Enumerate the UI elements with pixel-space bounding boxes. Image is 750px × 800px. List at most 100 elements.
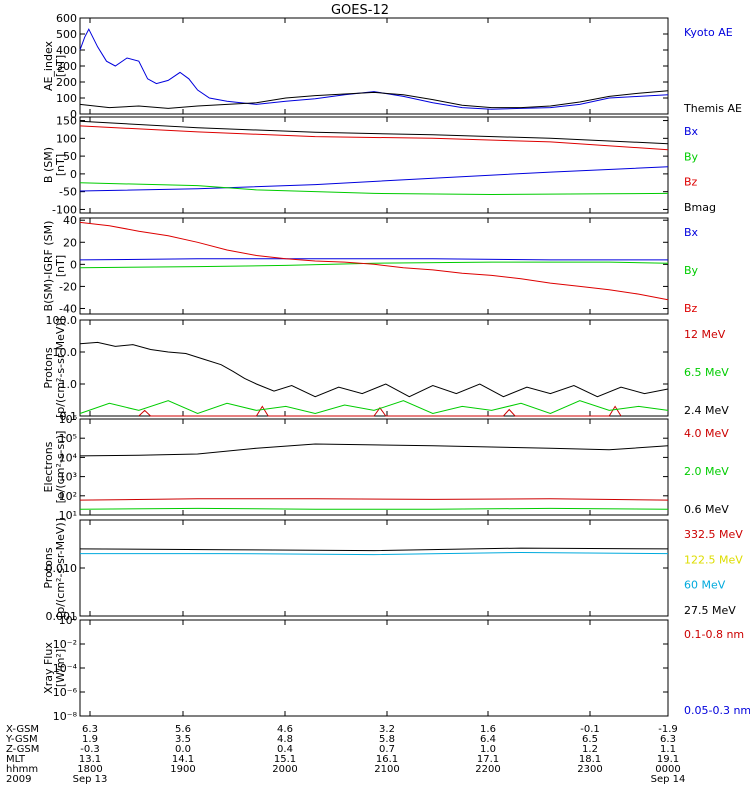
y-axis-label: [e/(cm²-s-sr)] — [54, 431, 67, 504]
series-line — [79, 120, 669, 145]
y-tick-label: 100 — [56, 92, 77, 105]
ephemeris-value: 0.4 — [277, 744, 293, 755]
ephemeris-value: 1.9 — [82, 734, 98, 745]
y-tick-label: 0 — [70, 258, 77, 271]
ephemeris-value: -1.9 — [658, 724, 678, 735]
legend-label: By — [684, 150, 699, 163]
ephemeris-value: 17.1 — [477, 754, 499, 765]
legend-label: Bx — [684, 226, 699, 239]
y-axis-label: [nT] — [54, 255, 67, 277]
y-axis-label: Protons — [42, 547, 55, 588]
y-tick-label: 100 — [56, 132, 77, 145]
ephemeris-value: 1.1 — [660, 744, 676, 755]
ephemeris-value: 18.1 — [579, 754, 601, 765]
legend-label: 122.5 MeV — [684, 553, 743, 566]
y-tick-label: 0 — [70, 168, 77, 181]
y-axis-label: [p/(cm²-s-sr-MeV)] — [54, 518, 67, 618]
panel-2: -100 -50 0 50 100 150 B (SM) [nT] Bx By Bz Bmag — [42, 115, 716, 217]
legend-label: 60 MeV — [684, 579, 726, 592]
panel-4: 0.1 1.0 10.0 100.0 Protons [p/(cm²-s-sr-MeV)]… — [42, 314, 729, 423]
y-tick-label: 10³ — [59, 471, 77, 484]
series-line — [79, 166, 669, 192]
y-axis-label: [W/m²] — [54, 649, 67, 687]
series-line — [79, 182, 669, 196]
y-tick-label: 200 — [56, 76, 77, 89]
series-line — [79, 125, 669, 151]
y-tick-label: 0 — [70, 108, 77, 121]
y-tick-label: -20 — [59, 280, 77, 293]
y-tick-label: 100.0 — [46, 314, 78, 327]
ephemeris-value: 0000 — [655, 764, 680, 775]
y-axis-label: [nT] — [54, 55, 67, 77]
series-line — [79, 90, 669, 109]
panel-5: 10¹ 10² 10³ 10⁴ 10⁵ 10⁶ Electrons [e/(cm²-s-sr)… — [42, 413, 729, 522]
ephemeris-value: 6.5 — [582, 734, 598, 745]
panel-frame — [79, 116, 669, 214]
series-line — [79, 443, 669, 457]
panel-frame — [79, 319, 669, 417]
y-axis-label: Protons — [42, 347, 55, 388]
y-axis-label: B(SM)-IGRF (SM) — [42, 221, 55, 312]
legend-label: Bmag — [684, 201, 716, 214]
series-line — [79, 261, 669, 269]
y-tick-label: 300 — [56, 60, 77, 73]
legend-label: 2.4 MeV — [684, 404, 729, 417]
ephemeris-value: 0.7 — [379, 744, 395, 755]
series-line — [79, 507, 669, 510]
ephemeris-value: 1.2 — [582, 744, 598, 755]
series-line — [138, 405, 622, 417]
series-line — [79, 547, 669, 552]
ephemeris-value: 1900 — [170, 764, 195, 775]
y-axis-label: AE_index — [42, 40, 55, 91]
panel-frame — [79, 217, 669, 315]
ephemeris-value: 3.5 — [175, 734, 191, 745]
series-line — [79, 258, 668, 261]
figure-title: GOES-12 — [331, 3, 389, 18]
legend-label: 0.05-0.3 nm — [684, 704, 750, 717]
ephemeris-value: 14.1 — [172, 754, 194, 765]
ephemeris-value: 5.6 — [175, 724, 191, 735]
y-tick-label: 10⁶ — [59, 413, 78, 426]
legend-label: Bx — [684, 125, 699, 138]
ephemeris-value: 13.1 — [79, 754, 101, 765]
ephemeris-value: 2300 — [577, 764, 602, 775]
panel-frame — [79, 17, 669, 115]
y-tick-label: 10⁻⁶ — [53, 686, 78, 699]
legend-label: Themis AE — [683, 102, 742, 115]
y-tick-label: 40 — [63, 214, 77, 227]
ephemeris-value: 0.0 — [175, 744, 191, 755]
y-tick-label: 10⁻² — [53, 638, 77, 651]
ephemeris-value: 3.2 — [379, 724, 395, 735]
panel-frame — [79, 519, 669, 617]
y-tick-label: -40 — [59, 302, 77, 315]
y-tick-label: 0.1 — [60, 410, 78, 423]
series-line — [79, 221, 669, 301]
legend-label: By — [684, 264, 699, 277]
y-tick-label: 50 — [63, 150, 77, 163]
y-tick-label: 150 — [56, 115, 77, 128]
legend-label: 332.5 MeV — [684, 528, 743, 541]
ephemeris-value: 2000 — [272, 764, 297, 775]
y-tick-label: 10² — [59, 490, 77, 503]
ephemeris-value: 1800 — [77, 764, 102, 775]
y-axis-label: [p/(cm²-s-sr-MeV)] — [54, 318, 67, 418]
ephemeris-value: 2200 — [475, 764, 500, 775]
ephemeris-row-label: hhmm — [6, 764, 38, 775]
y-tick-label: -100 — [52, 203, 77, 216]
y-tick-label: 500 — [56, 28, 77, 41]
series-line — [79, 400, 669, 415]
y-tick-label: 10⁻⁴ — [53, 662, 78, 675]
legend-label: 4.0 MeV — [684, 427, 729, 440]
ephemeris-value: 6.3 — [82, 724, 98, 735]
ephemeris-value: 4.6 — [277, 724, 293, 735]
y-axis-label: [nT] — [54, 154, 67, 176]
panel-3: -40 -20 0 20 40 B(SM)-IGRF (SM) [nT] Bx By Bz — [42, 214, 699, 315]
ephemeris-value: 19.1 — [657, 754, 679, 765]
ephemeris-value: 2100 — [374, 764, 399, 775]
y-tick-label: 10.0 — [53, 346, 78, 359]
y-tick-label: 0.001 — [46, 610, 78, 623]
series-line — [79, 498, 669, 501]
